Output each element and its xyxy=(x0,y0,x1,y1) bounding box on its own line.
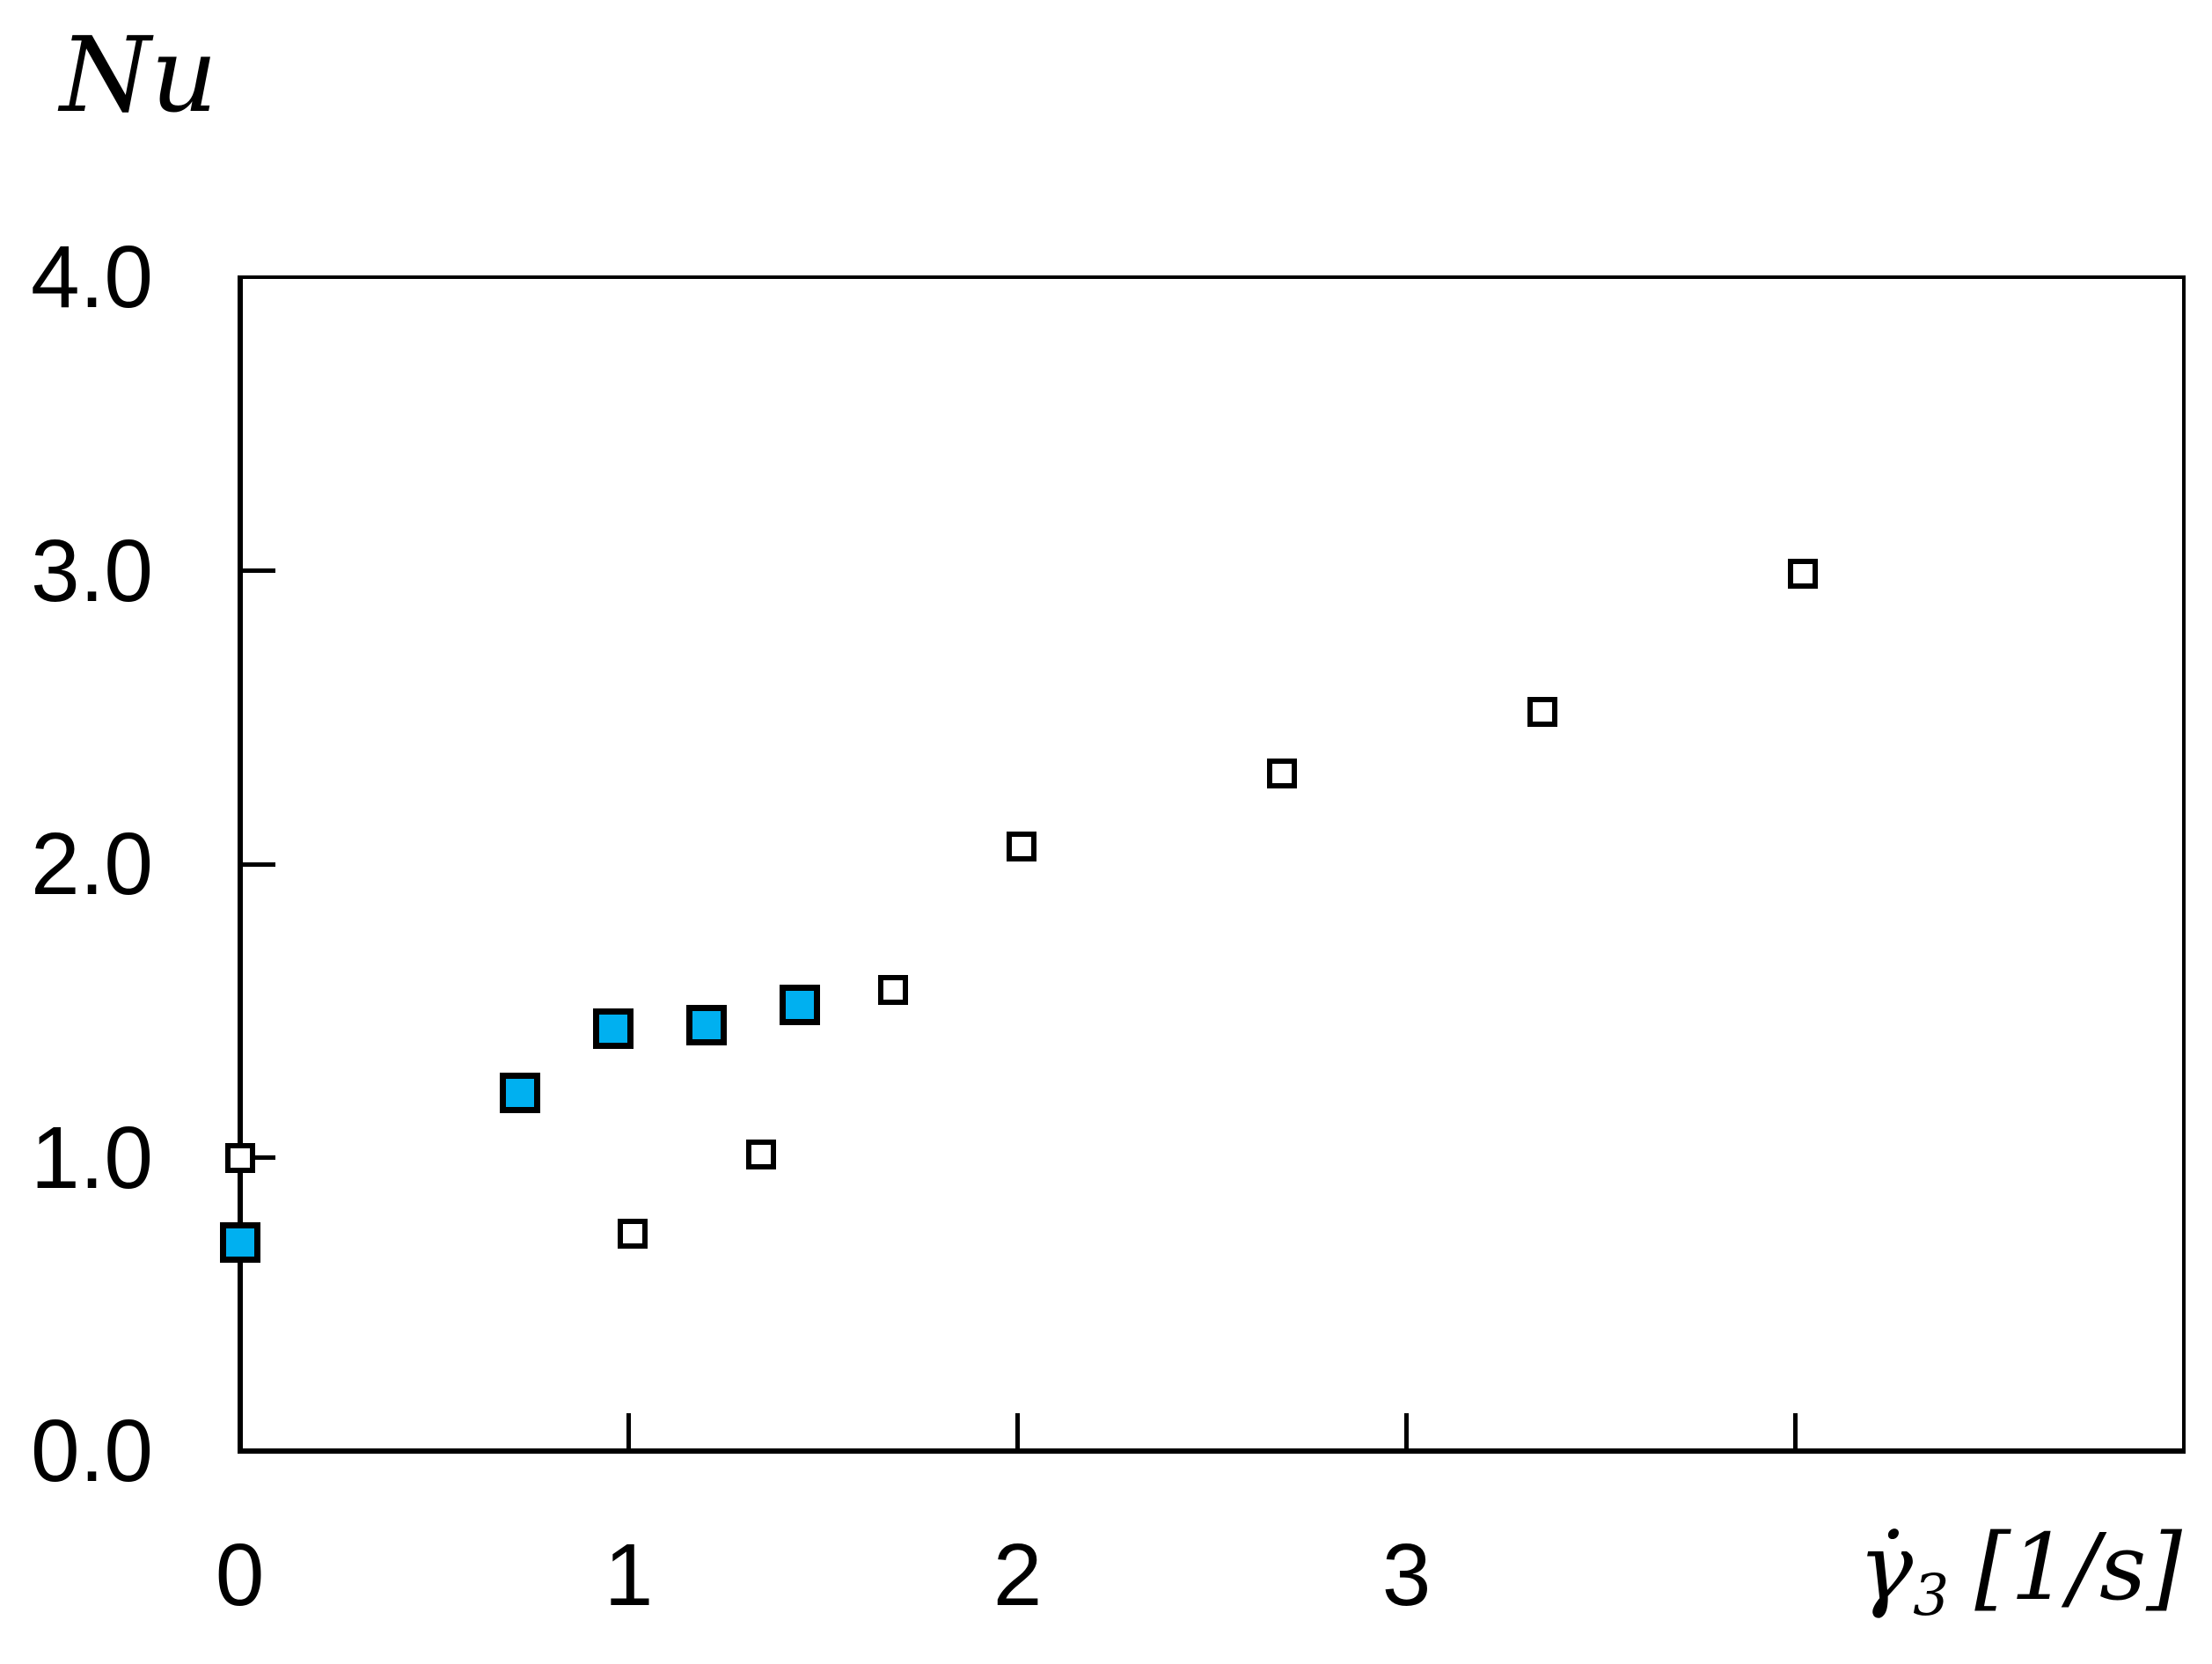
y-tick-label: 1.0 xyxy=(30,1108,153,1207)
x-tick-label: 2 xyxy=(992,1526,1043,1624)
x-tick-label: 3 xyxy=(1381,1526,1432,1624)
plot-area xyxy=(238,275,2186,1454)
data-point-open-square xyxy=(224,1142,255,1173)
x-axis-tick xyxy=(1015,1413,1020,1448)
y-axis-title: Nu xyxy=(60,14,218,136)
x-axis-unit: [1/s] xyxy=(1974,1514,2182,1621)
y-axis-tick xyxy=(240,1155,275,1160)
data-point-open-square xyxy=(1006,831,1036,861)
x-axis-symbol-gamma-dot: γ̇ xyxy=(1857,1514,1914,1621)
x-axis-tick xyxy=(1404,1413,1409,1448)
data-point-filled-square xyxy=(779,985,820,1026)
data-point-open-square xyxy=(1527,696,1558,727)
data-point-open-square xyxy=(1788,558,1819,589)
y-tick-label: 0.0 xyxy=(30,1402,153,1500)
x-tick-label: 1 xyxy=(604,1526,654,1624)
y-tick-label: 3.0 xyxy=(30,521,153,620)
data-point-filled-square xyxy=(685,1005,727,1046)
x-axis-subscript: 3 xyxy=(1913,1563,1950,1630)
y-axis-tick xyxy=(240,861,275,867)
x-axis-tick xyxy=(626,1413,631,1448)
data-point-open-square xyxy=(878,975,909,1006)
x-axis-tick xyxy=(1793,1413,1798,1448)
x-tick-label: 0 xyxy=(215,1526,265,1624)
data-point-filled-square xyxy=(219,1222,260,1264)
data-point-open-square xyxy=(617,1219,648,1250)
data-point-filled-square xyxy=(499,1073,540,1114)
data-point-filled-square xyxy=(592,1008,634,1049)
data-point-open-square xyxy=(745,1140,776,1170)
y-axis-tick xyxy=(240,568,275,573)
y-tick-label: 2.0 xyxy=(30,815,153,913)
y-tick-label: 4.0 xyxy=(30,228,153,326)
data-point-open-square xyxy=(1267,758,1298,788)
x-axis-title: γ̇3 [1/s] xyxy=(1858,1510,2182,1632)
